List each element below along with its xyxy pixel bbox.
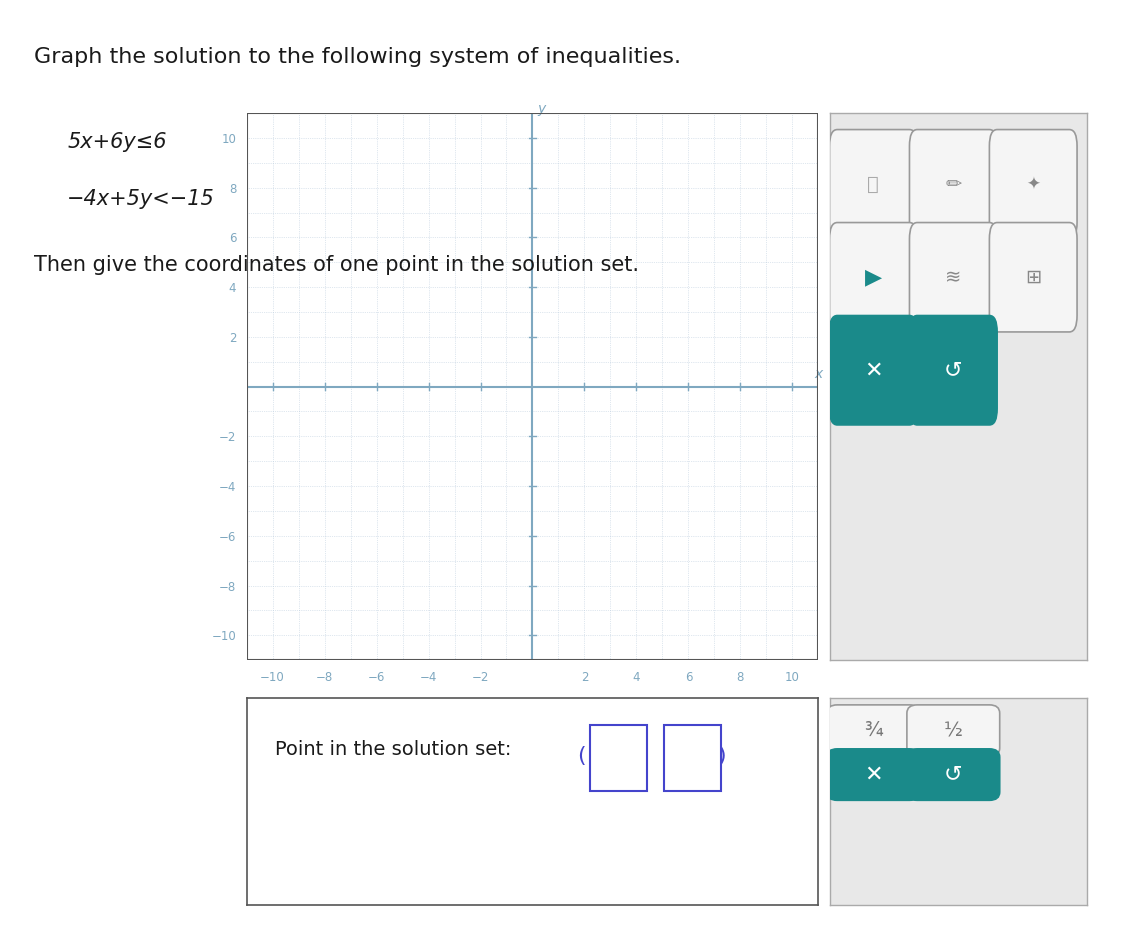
- Text: 5x+6y≤6: 5x+6y≤6: [67, 132, 167, 152]
- Text: ✕: ✕: [864, 765, 882, 785]
- Text: −4x+5y<−15: −4x+5y<−15: [67, 189, 215, 208]
- Text: Graph the solution to the following system of inequalities.: Graph the solution to the following syst…: [34, 47, 680, 67]
- FancyBboxPatch shape: [909, 129, 998, 239]
- FancyBboxPatch shape: [909, 223, 998, 332]
- FancyBboxPatch shape: [827, 749, 919, 801]
- FancyBboxPatch shape: [590, 725, 647, 791]
- Text: ,: ,: [634, 746, 641, 766]
- Text: ½: ½: [944, 721, 963, 740]
- FancyBboxPatch shape: [830, 129, 917, 239]
- FancyBboxPatch shape: [907, 704, 1000, 756]
- FancyBboxPatch shape: [907, 749, 1000, 801]
- Text: Then give the coordinates of one point in the solution set.: Then give the coordinates of one point i…: [34, 255, 639, 274]
- Text: ↺: ↺: [944, 360, 963, 380]
- FancyBboxPatch shape: [664, 725, 721, 791]
- FancyBboxPatch shape: [830, 316, 917, 425]
- Text: ⬜: ⬜: [868, 174, 879, 193]
- Text: y: y: [537, 102, 546, 116]
- Text: ): ): [716, 746, 725, 766]
- Text: x: x: [814, 367, 823, 381]
- Text: ≋: ≋: [945, 268, 962, 287]
- Text: ▶: ▶: [864, 267, 882, 288]
- Text: ✏: ✏: [945, 174, 962, 193]
- Text: ↺: ↺: [944, 765, 963, 785]
- FancyBboxPatch shape: [909, 316, 998, 425]
- Text: ✦: ✦: [1027, 175, 1040, 193]
- FancyBboxPatch shape: [990, 223, 1077, 332]
- Text: (: (: [577, 746, 585, 766]
- FancyBboxPatch shape: [990, 129, 1077, 239]
- FancyBboxPatch shape: [830, 223, 917, 332]
- Text: ⊞: ⊞: [1025, 268, 1041, 287]
- Text: Point in the solution set:: Point in the solution set:: [276, 740, 511, 759]
- FancyBboxPatch shape: [827, 704, 919, 756]
- Text: ¾: ¾: [864, 721, 882, 740]
- Text: ✕: ✕: [864, 360, 882, 380]
